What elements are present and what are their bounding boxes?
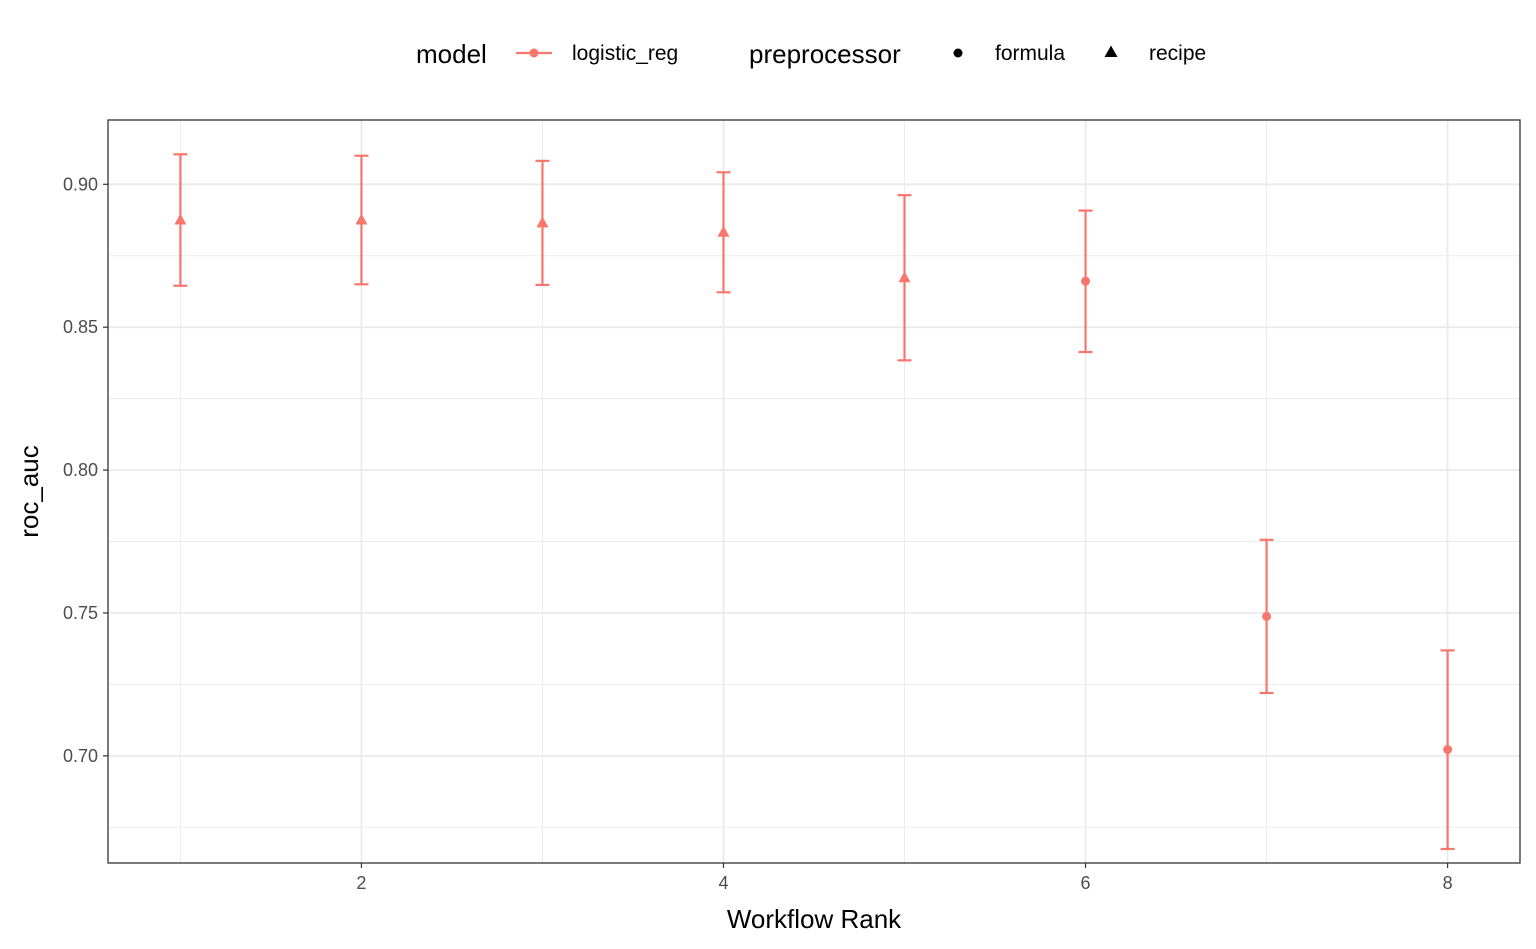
y-tick-label: 0.75	[63, 603, 98, 623]
data-point-triangle	[174, 213, 187, 225]
legend-key-triangle-icon	[1104, 45, 1118, 57]
y-axis-title: roc_auc	[14, 445, 44, 538]
legend-label-logistic-reg: logistic_reg	[572, 42, 678, 65]
legend-label-recipe: recipe	[1149, 42, 1206, 65]
data-point-group	[1078, 209, 1093, 354]
data-point-group	[354, 154, 369, 286]
legend-key-logistic-reg	[516, 48, 552, 58]
legend-key-point	[529, 48, 539, 58]
data-layer	[173, 153, 1455, 851]
data-point-triangle	[355, 213, 368, 225]
data-point-circle	[1443, 745, 1453, 755]
y-tick-label: 0.70	[63, 746, 98, 766]
legend-title-preprocessor: preprocessor	[749, 39, 901, 69]
plot-panel	[107, 119, 1521, 864]
data-point-triangle	[717, 225, 730, 237]
legend-title-model: model	[416, 39, 487, 69]
data-point-group	[1440, 649, 1455, 851]
x-axis-title: Workflow Rank	[727, 904, 902, 934]
x-tick-label: 6	[1081, 873, 1091, 893]
x-tick-label: 8	[1443, 873, 1453, 893]
y-tick-label: 0.90	[63, 174, 98, 194]
panel-border	[107, 119, 1521, 864]
data-point-group	[535, 159, 550, 286]
data-point-group	[897, 194, 912, 362]
legend: model logistic_reg preprocessor formula …	[416, 39, 1206, 69]
data-point-group	[1259, 538, 1274, 695]
y-tick-label: 0.85	[63, 317, 98, 337]
data-point-circle	[1262, 611, 1272, 621]
y-tick-label: 0.80	[63, 460, 98, 480]
data-point-triangle	[536, 216, 549, 228]
x-tick-label: 4	[718, 873, 728, 893]
minor-gridlines	[108, 120, 1520, 863]
legend-label-formula: formula	[995, 42, 1065, 65]
x-tick-label: 2	[356, 873, 366, 893]
data-point-circle	[1081, 276, 1091, 286]
x-axis: 2 4 6 8	[356, 863, 1453, 893]
major-gridlines	[108, 120, 1520, 863]
data-point-group	[173, 153, 188, 287]
data-point-group	[716, 171, 731, 294]
panel-background	[108, 120, 1520, 863]
y-axis: 0.70 0.75 0.80 0.85 0.90	[63, 174, 108, 766]
legend-key-circle-icon	[953, 48, 963, 58]
data-point-triangle	[898, 271, 911, 283]
